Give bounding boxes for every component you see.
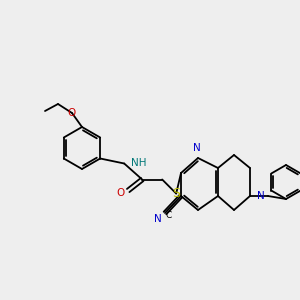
Text: N: N — [257, 191, 265, 201]
Text: O: O — [116, 188, 124, 197]
Text: N: N — [154, 214, 162, 224]
Text: NH: NH — [131, 158, 147, 169]
Text: O: O — [68, 108, 76, 118]
Text: S: S — [172, 187, 180, 200]
Text: C: C — [165, 211, 171, 220]
Text: N: N — [193, 143, 201, 153]
